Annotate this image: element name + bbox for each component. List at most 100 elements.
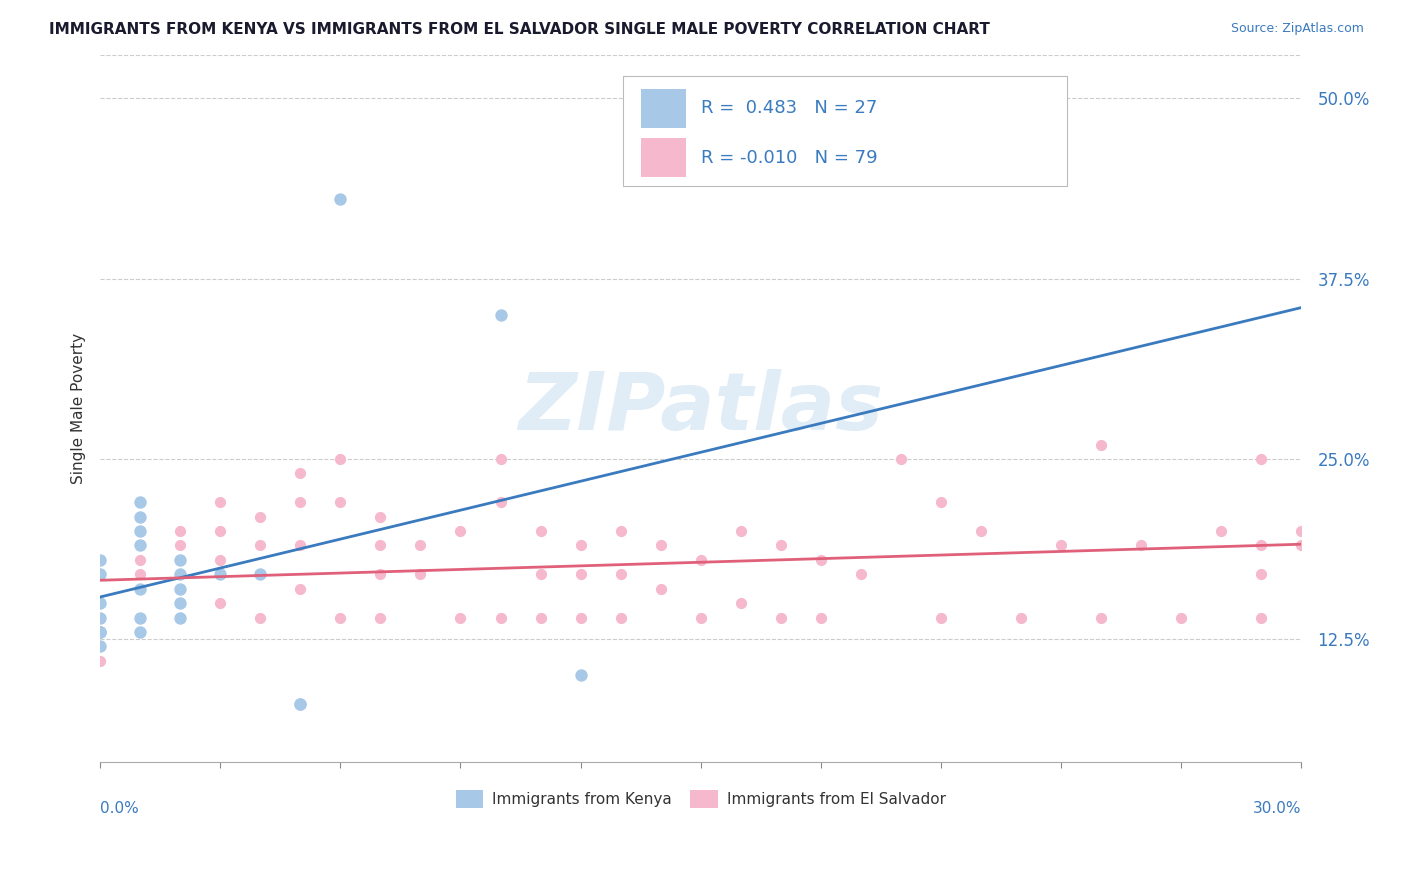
Point (249, 567, 271, 582)
Text: ZIPatlas: ZIPatlas (519, 369, 883, 448)
Point (129, 582, 152, 596)
Point (89, 610, 111, 624)
Point (1250, 452, 1272, 467)
Point (129, 495, 152, 509)
Point (249, 567, 271, 582)
Point (89, 640, 111, 654)
Point (89, 625, 111, 640)
Point (129, 567, 152, 582)
Point (1090, 437, 1112, 451)
Point (290, 697, 312, 711)
Point (209, 495, 232, 509)
Point (810, 610, 832, 624)
Point (370, 610, 392, 624)
Point (569, 610, 592, 624)
Bar (641, 88, 686, 128)
Point (89, 625, 111, 640)
Point (290, 697, 312, 711)
Point (1170, 610, 1192, 624)
Point (1211, 524, 1233, 538)
Point (849, 567, 872, 582)
Point (689, 610, 711, 624)
Point (730, 524, 752, 538)
Point (169, 610, 191, 624)
Point (689, 553, 711, 567)
Point (370, 539, 392, 553)
Y-axis label: Single Male Poverty: Single Male Poverty (72, 333, 86, 484)
Point (769, 610, 792, 624)
Point (489, 308, 512, 322)
Point (370, 509, 392, 524)
Point (1010, 610, 1032, 624)
FancyBboxPatch shape (623, 77, 1067, 186)
Point (650, 582, 672, 596)
Point (89, 640, 111, 654)
Point (1130, 539, 1153, 553)
Point (769, 539, 792, 553)
Point (929, 610, 952, 624)
Point (89, 596, 111, 610)
Text: 0.0%: 0.0% (100, 801, 139, 815)
Point (89, 625, 111, 640)
Point (129, 625, 152, 640)
Text: IMMIGRANTS FROM KENYA VS IMMIGRANTS FROM EL SALVADOR SINGLE MALE POVERTY CORRELA: IMMIGRANTS FROM KENYA VS IMMIGRANTS FROM… (49, 22, 990, 37)
Point (169, 553, 191, 567)
Point (489, 495, 512, 509)
Text: R =  0.483   N = 27: R = 0.483 N = 27 (700, 99, 877, 117)
Point (209, 524, 232, 538)
Point (1050, 539, 1073, 553)
Point (329, 610, 352, 624)
Point (1291, 539, 1313, 553)
Point (89, 625, 111, 640)
Point (290, 495, 312, 509)
Point (569, 668, 592, 682)
Point (970, 524, 993, 538)
Point (209, 596, 232, 610)
Point (169, 567, 191, 582)
Point (409, 567, 432, 582)
Point (290, 582, 312, 596)
Point (89, 654, 111, 668)
Point (129, 509, 152, 524)
Point (169, 610, 191, 624)
Point (1250, 539, 1272, 553)
Point (89, 610, 111, 624)
Point (129, 582, 152, 596)
Bar (641, 138, 686, 177)
Point (129, 610, 152, 624)
Point (450, 524, 472, 538)
Point (89, 640, 111, 654)
Point (489, 452, 512, 467)
Point (529, 610, 551, 624)
Point (129, 539, 152, 553)
Point (609, 610, 631, 624)
Point (730, 596, 752, 610)
Point (89, 553, 111, 567)
Point (129, 524, 152, 538)
Point (1291, 524, 1313, 538)
Point (249, 539, 271, 553)
Point (569, 539, 592, 553)
Point (1090, 610, 1112, 624)
Point (169, 524, 191, 538)
Point (129, 553, 152, 567)
Point (129, 625, 152, 640)
Point (650, 539, 672, 553)
Point (409, 539, 432, 553)
Point (810, 553, 832, 567)
Point (609, 524, 631, 538)
Legend: Immigrants from Kenya, Immigrants from El Salvador: Immigrants from Kenya, Immigrants from E… (450, 784, 952, 814)
Point (89, 596, 111, 610)
Point (890, 452, 912, 467)
Point (329, 495, 352, 509)
Point (169, 596, 191, 610)
Point (249, 610, 271, 624)
Text: 30.0%: 30.0% (1253, 801, 1302, 815)
Point (1250, 610, 1272, 624)
Point (89, 567, 111, 582)
Point (609, 567, 631, 582)
Point (450, 610, 472, 624)
Point (249, 509, 271, 524)
Point (209, 567, 232, 582)
Point (329, 192, 352, 206)
